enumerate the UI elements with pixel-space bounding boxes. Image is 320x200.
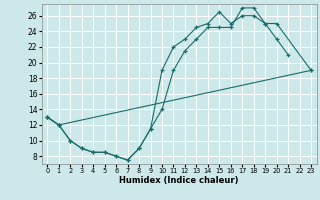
X-axis label: Humidex (Indice chaleur): Humidex (Indice chaleur) [119,176,239,185]
